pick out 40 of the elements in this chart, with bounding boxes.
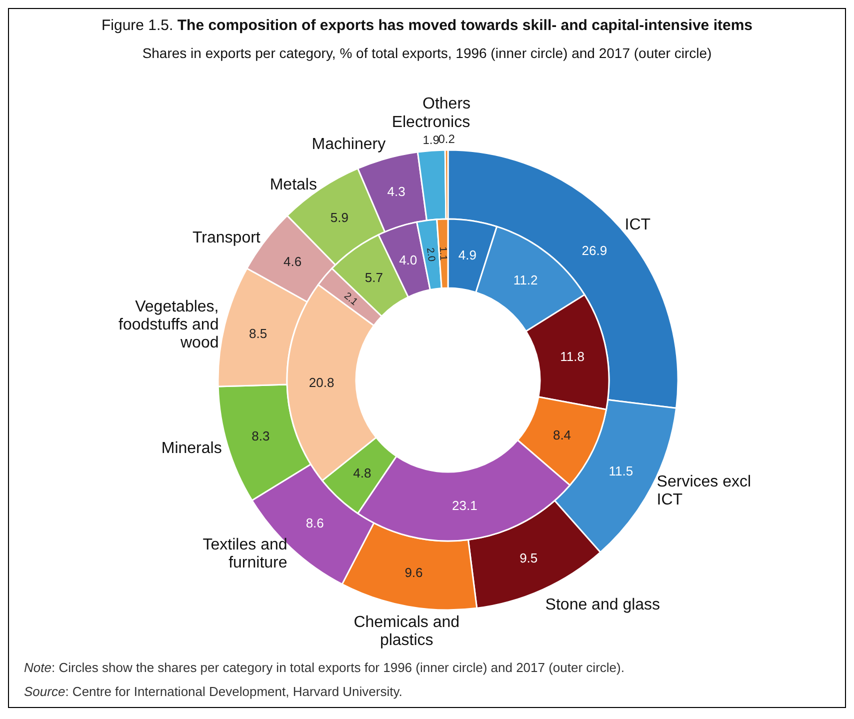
chart-subtitle: Shares in exports per category, % of total exports, 1996 (inner circle) and 2017 (outer circle) <box>142 45 712 61</box>
slice-label: ICT <box>624 216 651 234</box>
slice-label: Vegetables, foodstuffs and wood <box>118 298 219 352</box>
slice-label: Chemicals and plastics <box>354 614 460 649</box>
data-label: 8.3 <box>252 428 270 444</box>
data-label: 4.8 <box>353 466 372 481</box>
slice-label: Services excl ICT <box>656 474 752 509</box>
data-label: 2.0 <box>424 247 437 263</box>
data-label: 9.5 <box>520 550 538 566</box>
slice-label: Others <box>422 96 471 113</box>
slice-label: Textiles and furniture <box>202 536 288 572</box>
data-label: 26.9 <box>582 243 608 258</box>
data-label: 9.6 <box>404 565 423 580</box>
data-label: 4.3 <box>387 184 406 200</box>
slice-label: Stone and glass <box>545 596 660 614</box>
data-label: 0.2 <box>438 132 456 146</box>
data-label: 8.4 <box>552 427 572 442</box>
data-label: 5.9 <box>330 210 348 225</box>
slice-label: Metals <box>270 176 317 194</box>
data-label: 1.1 <box>436 246 448 262</box>
data-label: 8.5 <box>249 326 268 342</box>
slice-label: Electronics <box>392 114 470 132</box>
data-label: 20.8 <box>308 375 334 390</box>
text: Note: Circles show the shares per category in total exports for 1996 (inner circle) and 2017 (outer circle). <box>24 660 624 675</box>
data-label: 4.9 <box>458 248 476 263</box>
data-label: 4.0 <box>399 252 418 268</box>
data-label: 11.2 <box>513 272 538 288</box>
source-note: Source: Centre for International Development, Harvard University. <box>24 684 402 699</box>
data-label: 2.1 <box>342 290 360 308</box>
slice-label: Transport <box>192 229 261 246</box>
data-label: 4.6 <box>284 254 302 269</box>
data-label: 11.5 <box>608 464 634 479</box>
data-label: 1.9 <box>422 132 440 147</box>
data-label: 11.8 <box>560 349 584 364</box>
slice-label: Machinery <box>312 136 386 153</box>
data-label: 5.7 <box>364 270 383 286</box>
data-label: 23.1 <box>452 498 478 513</box>
chart-title: Figure 1.5. The composition of exports has moved towards skill- and capital-intensive items <box>101 17 753 34</box>
slice-label: Minerals <box>161 440 222 457</box>
data-label: 8.6 <box>306 516 324 531</box>
